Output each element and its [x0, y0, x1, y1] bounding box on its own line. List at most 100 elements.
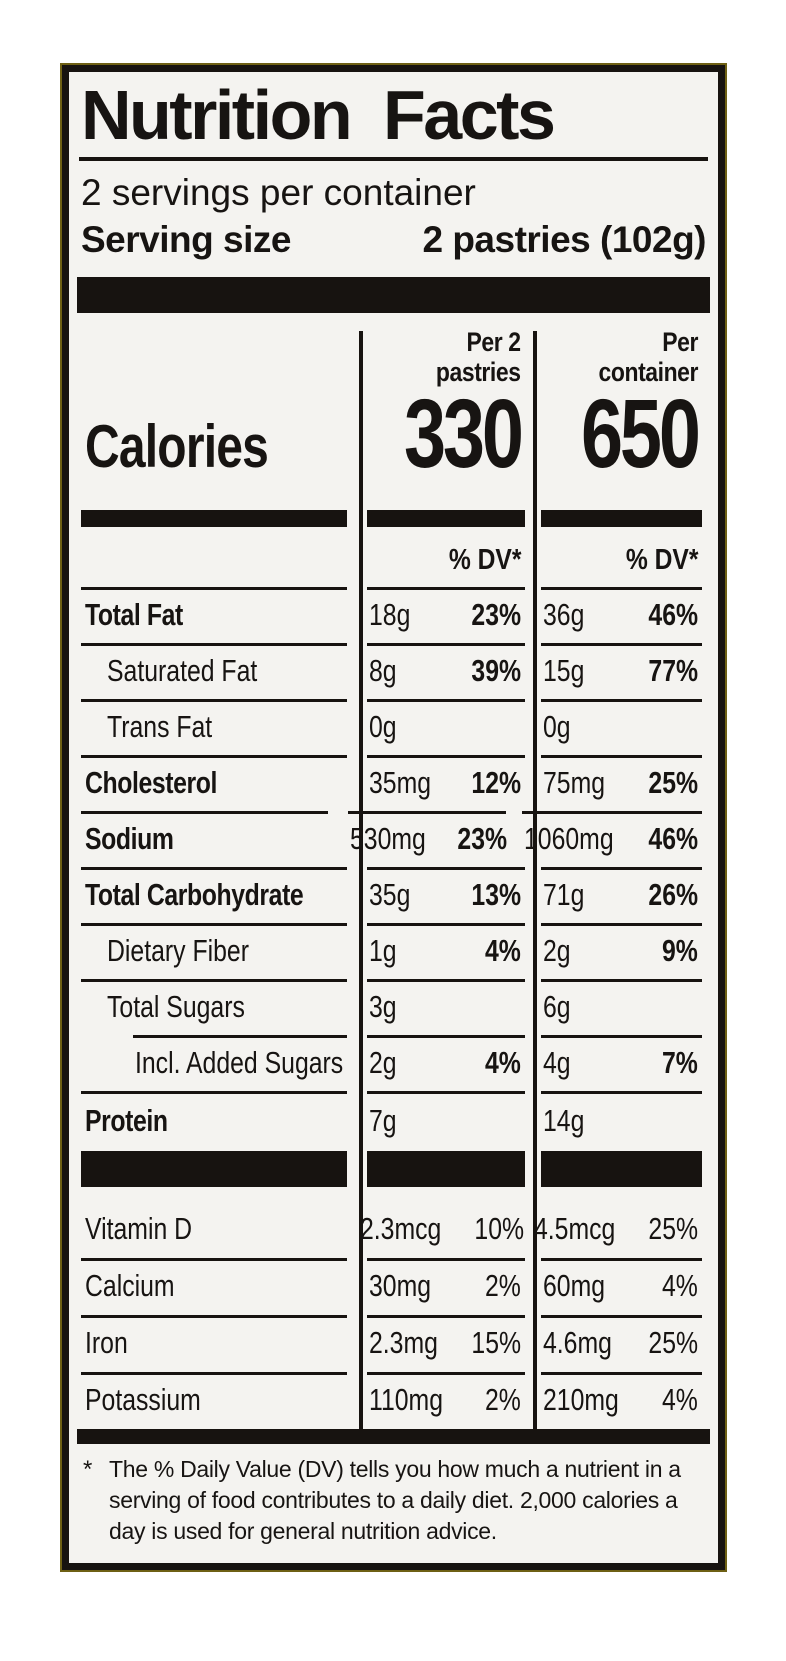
dv-per-container: 4%: [662, 1382, 698, 1418]
dv-header-row: % DV* % DV*: [77, 535, 710, 587]
amount-per-container: 4.6mg: [543, 1325, 612, 1361]
amount-per-serving: 18g: [369, 596, 411, 632]
nutrient-name: Total Sugars: [107, 988, 245, 1024]
footnote-text: The % Daily Value (DV) tells you how muc…: [109, 1455, 681, 1544]
dv-per-serving: 15%: [471, 1325, 521, 1361]
amount-per-container: 60mg: [543, 1268, 606, 1304]
dv-per-serving: 13%: [471, 876, 521, 912]
nutrient-name: Vitamin D: [85, 1211, 193, 1247]
dv-per-serving: 39%: [471, 652, 521, 688]
nutrient-name: Cholesterol: [85, 764, 218, 800]
amount-per-serving: 3g: [369, 988, 397, 1024]
amount-per-container: 15g: [543, 652, 585, 688]
nutrient-name: Sodium: [85, 820, 174, 856]
nutrient-row-saturated-fat: Saturated Fat 8g 39% 15g 77%: [77, 642, 710, 699]
micronutrient-bar-row: [77, 1150, 710, 1201]
amount-per-serving: 2.3mg: [369, 1325, 438, 1361]
micronutrient-row-calcium: Calcium 30mg 2% 60mg 4%: [77, 1257, 710, 1315]
dv-per-serving: 2%: [485, 1382, 521, 1418]
section-bar: [81, 510, 347, 528]
nutrient-row-total-carbohydrate: Total Carbohydrate 35g 13% 71g 26%: [77, 866, 710, 923]
dv-header-container: % DV*: [625, 544, 698, 577]
per-serving-calories: 330: [404, 378, 524, 488]
amount-per-serving: 35g: [369, 876, 411, 912]
amount-per-container: 0g: [543, 708, 571, 744]
label-inner: Nutrition Facts 2 servings per container…: [69, 72, 718, 1563]
section-bar: [541, 1150, 702, 1187]
serving-size-value: 2 pastries (102g): [422, 218, 706, 260]
footnote-bar: [77, 1428, 710, 1444]
nutrient-row-trans-fat: Trans Fat 0g 0g: [77, 698, 710, 755]
dv-per-container: 26%: [648, 876, 698, 912]
micronutrient-row-iron: Iron 2.3mg 15% 4.6mg 25%: [77, 1314, 710, 1372]
dv-per-serving: 4%: [485, 932, 521, 968]
servings-per-container: 2 servings per container: [81, 172, 476, 214]
amount-per-container: 4.5mcg: [534, 1211, 616, 1247]
dv-header-serving: % DV*: [448, 544, 521, 577]
nutrient-row-sodium: Sodium 530mg 23% 1060mg 46%: [77, 810, 710, 867]
amount-per-serving: 110mg: [369, 1382, 443, 1418]
dv-per-container: 25%: [648, 1325, 698, 1361]
nutrient-name: Potassium: [85, 1382, 201, 1418]
nutrient-row-protein: Protein 7g 14g: [77, 1090, 710, 1151]
header-bar: [77, 276, 710, 313]
micronutrient-row-vitamin-d: Vitamin D 2.3mcg 10% 4.5mcg 25%: [77, 1201, 710, 1258]
nutrient-row-total-fat: Total Fat 18g 23% 36g 46%: [77, 586, 710, 643]
per-container-calories: 650: [581, 378, 701, 488]
dv-per-serving: 4%: [485, 1044, 521, 1080]
dv-per-serving: 10%: [474, 1211, 524, 1247]
label-title: Nutrition Facts: [81, 76, 556, 154]
amount-per-serving: 530mg: [349, 820, 426, 856]
nutrient-row-added-sugars: Incl. Added Sugars 2g 4% 4g 7%: [77, 1034, 710, 1091]
amount-per-serving: 8g: [369, 652, 397, 688]
nutrient-name: Incl. Added Sugars: [135, 1044, 344, 1080]
section-bar: [81, 1150, 347, 1187]
amount-per-serving: 35mg: [369, 764, 432, 800]
amount-per-serving: 30mg: [369, 1268, 432, 1304]
nutrient-name: Protein: [85, 1102, 168, 1138]
amount-per-container: 2g: [543, 932, 571, 968]
dv-per-serving: 12%: [471, 764, 521, 800]
column-divider-2: [533, 330, 537, 1429]
amount-per-serving: 7g: [369, 1102, 397, 1138]
dv-per-container: 25%: [648, 764, 698, 800]
amount-per-container: 4g: [543, 1044, 571, 1080]
calories-section: Calories Per 2 pastries 330 Per containe…: [77, 313, 710, 503]
amount-per-serving: 0g: [369, 708, 397, 744]
dv-per-container: 77%: [648, 652, 698, 688]
serving-size-row: Serving size 2 pastries (102g): [75, 216, 712, 267]
dv-per-container: 7%: [662, 1044, 698, 1080]
amount-per-serving: 2g: [369, 1044, 397, 1080]
nutrient-row-cholesterol: Cholesterol 35mg 12% 75mg 25%: [77, 754, 710, 811]
nutrient-name: Total Fat: [85, 596, 183, 632]
dv-per-container: 46%: [648, 820, 698, 856]
nutrient-name: Iron: [85, 1325, 128, 1361]
section-bar: [541, 510, 702, 528]
per-container-header: Per container: [598, 326, 699, 387]
title-rule: [79, 157, 708, 162]
amount-per-serving: 1g: [369, 932, 397, 968]
facts-grid: Calories Per 2 pastries 330 Per containe…: [77, 313, 710, 1429]
nutrient-name: Total Carbohydrate: [85, 876, 304, 912]
amount-per-container: 36g: [543, 596, 585, 632]
amount-per-serving: 2.3mcg: [360, 1211, 442, 1247]
footnote: * The % Daily Value (DV) tells you how m…: [75, 1444, 712, 1551]
nutrition-facts-label: Nutrition Facts 2 servings per container…: [60, 63, 727, 1572]
section-bar: [367, 510, 525, 528]
dv-per-container: 46%: [648, 596, 698, 632]
amount-per-container: 6g: [543, 988, 571, 1024]
per-serving-header: Per 2 pastries: [436, 326, 521, 387]
dv-bar-row: [77, 503, 710, 535]
nutrient-row-dietary-fiber: Dietary Fiber 1g 4% 2g 9%: [77, 922, 710, 979]
section-bar: [367, 1150, 525, 1187]
amount-per-container: 14g: [543, 1102, 585, 1138]
amount-per-container: 71g: [543, 876, 585, 912]
nutrient-name: Dietary Fiber: [107, 932, 249, 968]
nutrient-name: Calcium: [85, 1268, 175, 1304]
dv-per-serving: 2%: [485, 1268, 521, 1304]
amount-per-container: 75mg: [543, 764, 606, 800]
dv-per-serving: 23%: [471, 596, 521, 632]
micronutrient-row-potassium: Potassium 110mg 2% 210mg 4%: [77, 1371, 710, 1429]
dv-per-container: 4%: [662, 1268, 698, 1304]
nutrient-name: Trans Fat: [107, 708, 213, 744]
